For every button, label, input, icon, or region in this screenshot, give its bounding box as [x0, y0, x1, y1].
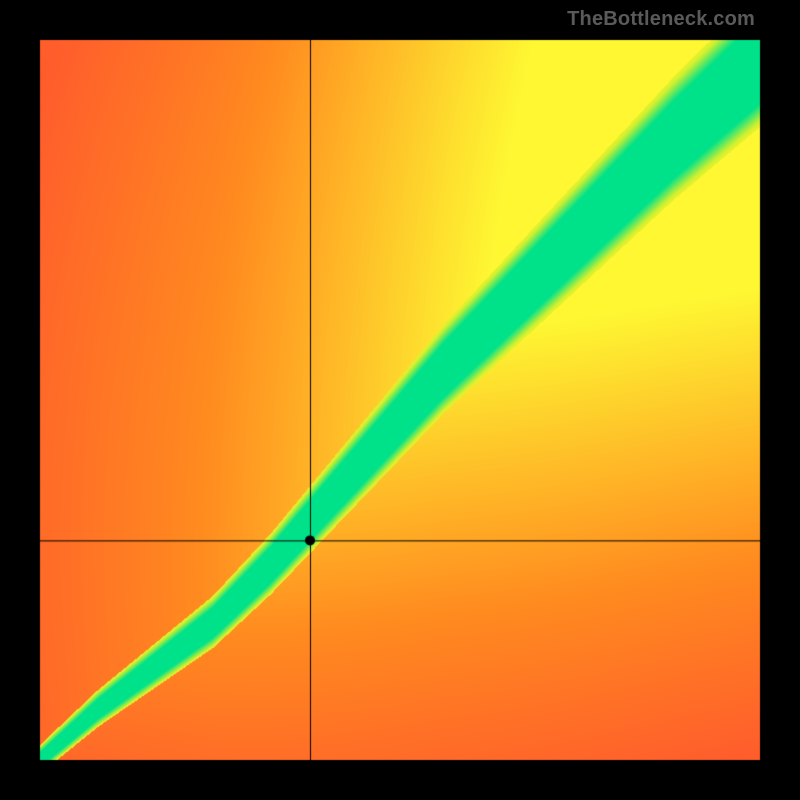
bottleneck-heatmap	[0, 0, 800, 800]
watermark-text: TheBottleneck.com	[567, 8, 755, 31]
chart-container: TheBottleneck.com	[0, 0, 800, 800]
